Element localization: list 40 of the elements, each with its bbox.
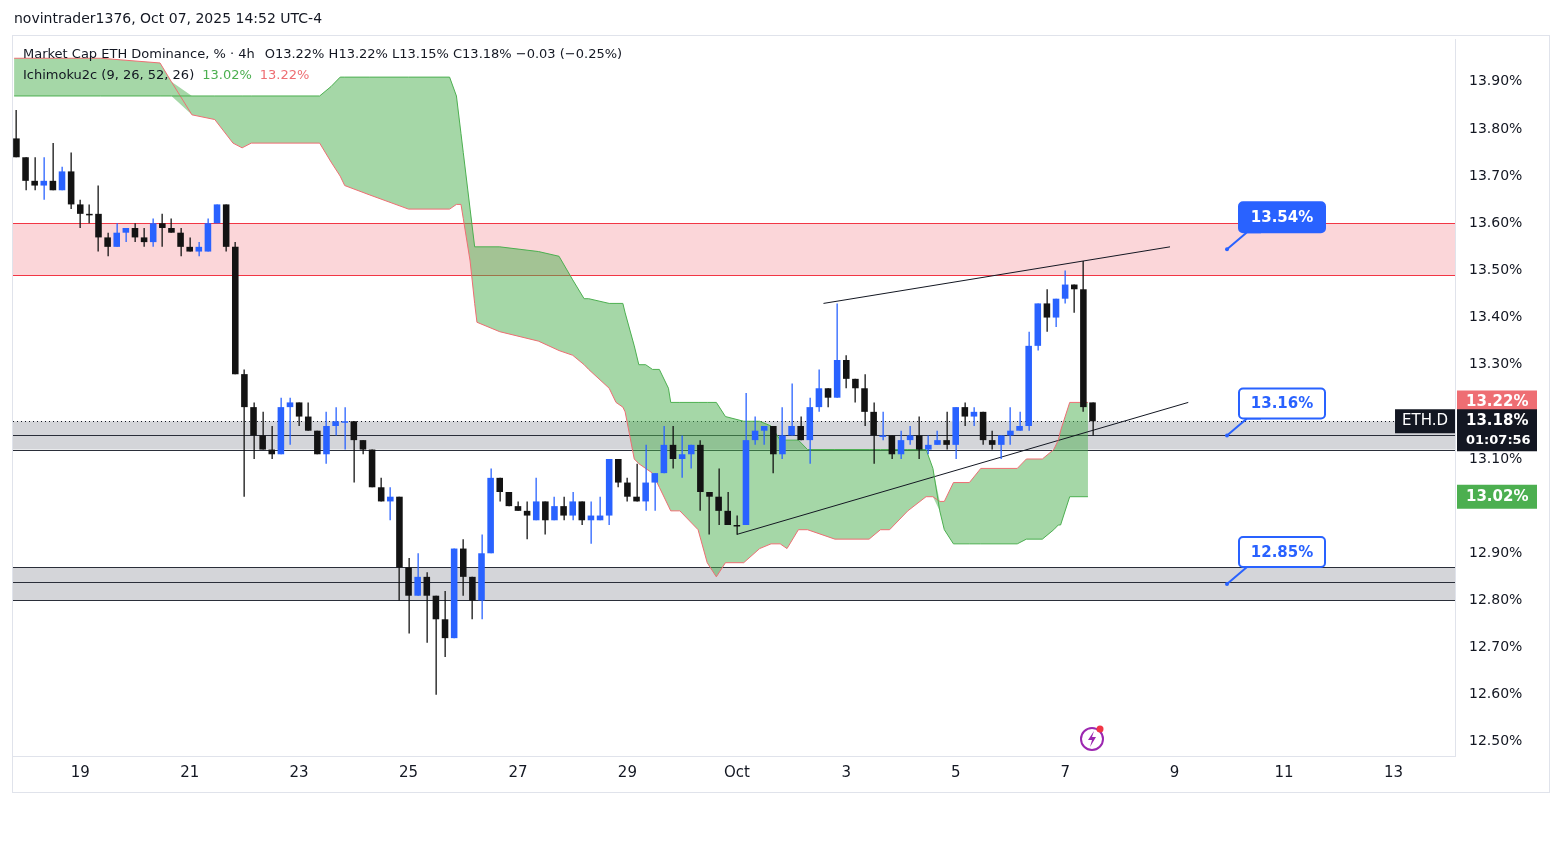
y-tick-label: 13.10%: [1469, 449, 1523, 466]
x-tick-label: 11: [1274, 762, 1294, 781]
x-tick-label: 7: [1060, 762, 1070, 781]
x-tick-label: 25: [399, 762, 419, 781]
y-tick-label: 13.40%: [1469, 308, 1523, 325]
y-tick-label: 13.80%: [1469, 119, 1523, 136]
x-tick-label: 5: [950, 762, 961, 781]
text: 13.02%: [1466, 486, 1529, 505]
x-tick-label: 21: [180, 762, 200, 781]
y-tick-label: 13.50%: [1469, 261, 1523, 278]
x-tick-label: 13: [1383, 762, 1403, 781]
annotation: O13.22% H13.22% L13.15% C13.18% −0.03 (−0.25%): [264, 46, 623, 61]
x-tick-label: 27: [508, 762, 528, 781]
annotation: 13.22%: [259, 67, 310, 82]
y-tick-label: 12.60%: [1469, 685, 1523, 702]
y-tick-label: 12.50%: [1469, 732, 1523, 749]
band-label: 13.54%: [1250, 208, 1314, 227]
ref-line-label: ETH.D: [1402, 411, 1449, 430]
x-tick-label: 19: [70, 762, 90, 781]
text: 13.18%: [1466, 411, 1529, 430]
text: Market Cap ETH Dominance, % · 4h: [23, 46, 255, 61]
band-label: 12.85%: [1250, 542, 1314, 561]
y-tick-label: 13.30%: [1469, 355, 1523, 372]
y-tick-label: 13.90%: [1469, 72, 1523, 89]
text: 01:07:56: [1466, 431, 1531, 447]
y-tick-label: 12.70%: [1469, 638, 1523, 655]
annotation: Ichimoku2c (9, 26, 52, 26): [23, 67, 195, 82]
text: 13.22%: [1466, 392, 1529, 411]
y-tick-label: 12.90%: [1469, 543, 1523, 560]
text: novintrader1376, Oct 07, 2025 14:52 UTC-4: [14, 10, 323, 26]
annotation: 13.02%: [202, 67, 252, 82]
y-tick-label: 13.60%: [1469, 213, 1523, 230]
y-tick-label: 13.70%: [1469, 166, 1523, 183]
x-tick-label: 3: [841, 762, 852, 781]
x-tick-label: 9: [1169, 762, 1180, 781]
y-tick-label: 12.80%: [1469, 591, 1523, 608]
x-tick-label: 29: [617, 762, 637, 781]
band-label: 13.16%: [1250, 394, 1314, 413]
x-tick-label: 23: [289, 762, 309, 781]
x-tick-label: Oct: [723, 762, 750, 781]
